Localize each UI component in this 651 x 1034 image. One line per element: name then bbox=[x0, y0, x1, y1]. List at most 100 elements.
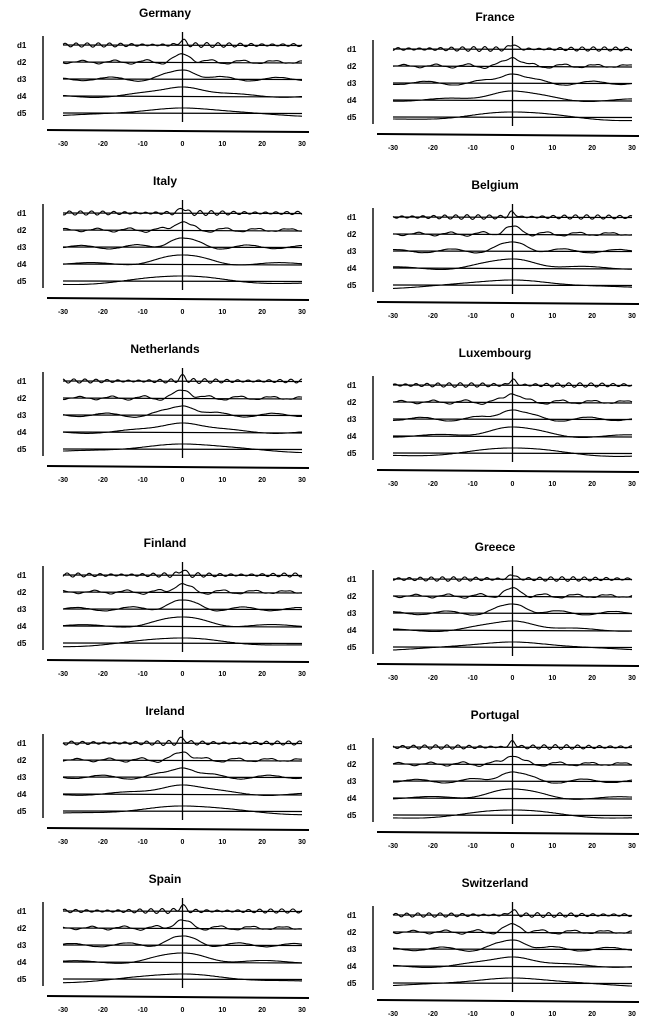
panel-title: France bbox=[475, 10, 515, 24]
x-tick-label: 30 bbox=[628, 843, 636, 850]
series-label-d4: d4 bbox=[17, 260, 27, 269]
panel-title: Luxembourg bbox=[458, 346, 532, 360]
x-tick-label: -30 bbox=[388, 145, 398, 152]
x-tick-label: 20 bbox=[588, 843, 596, 850]
series-label-d1: d1 bbox=[347, 575, 357, 584]
panel-title: Finland bbox=[143, 536, 187, 550]
x-tick-label: 20 bbox=[258, 309, 266, 316]
panel-ireland: Ireland d1 d2 d3 d4 d5 -30 -20 -10 0 10 20 30 bbox=[15, 704, 315, 854]
series-curve-d5 bbox=[393, 809, 632, 819]
x-tick-label: 30 bbox=[628, 1011, 636, 1018]
x-axis-line bbox=[376, 133, 640, 137]
series-baseline-d4 bbox=[392, 267, 633, 270]
x-tick-label: -30 bbox=[388, 843, 398, 850]
series-curve-d3 bbox=[62, 935, 303, 948]
series-baseline-d4 bbox=[62, 263, 303, 266]
series-curve-d4 bbox=[62, 86, 303, 98]
series-label-d2: d2 bbox=[17, 924, 27, 933]
series-curve-d3 bbox=[392, 73, 633, 86]
x-tick-label: -20 bbox=[428, 481, 438, 488]
series-label-d3: d3 bbox=[17, 605, 27, 614]
x-tick-label: 10 bbox=[548, 481, 556, 488]
x-tick-label: 0 bbox=[181, 671, 185, 678]
panel-title: Italy bbox=[152, 174, 177, 188]
x-axis-line bbox=[376, 663, 640, 667]
series-curve-d4 bbox=[62, 616, 303, 628]
series-baseline-d3 bbox=[392, 82, 633, 85]
panel-title: Ireland bbox=[145, 704, 185, 718]
x-tick-label: -10 bbox=[138, 477, 148, 484]
series-label-d3: d3 bbox=[347, 247, 357, 256]
x-axis-line bbox=[46, 827, 310, 831]
panel-switzerland: Switzerland d1 d2 d3 d4 d5 -30 -20 -10 0 10 20 30 bbox=[345, 876, 645, 1026]
series-curve-d5 bbox=[392, 641, 632, 651]
panel-title: Greece bbox=[474, 540, 516, 554]
x-tick-label: 20 bbox=[588, 145, 596, 152]
x-tick-label: 10 bbox=[218, 477, 226, 484]
panel-plot: d1 d2 d3 d4 d5 -30 -20 -10 0 10 20 30 bbox=[347, 204, 640, 320]
series-curve-d4 bbox=[392, 620, 632, 633]
x-tick-label: 0 bbox=[181, 477, 185, 484]
series-label-d3: d3 bbox=[347, 777, 357, 786]
series-curve-d1 bbox=[62, 373, 303, 384]
panel-plot: d1 d2 d3 d4 d5 -30 -20 -10 0 10 20 30 bbox=[17, 898, 310, 1014]
x-tick-label: -10 bbox=[468, 1011, 478, 1018]
panel-greece: Greece d1 d2 d3 d4 d5 -30 -20 -10 0 10 20 30 bbox=[345, 540, 645, 690]
x-tick-label: 30 bbox=[298, 477, 306, 484]
x-tick-label: -30 bbox=[388, 313, 398, 320]
x-tick-label: -10 bbox=[138, 309, 148, 316]
panel-title: Switzerland bbox=[461, 876, 529, 890]
x-tick-label: 10 bbox=[218, 1007, 226, 1014]
x-tick-label: 0 bbox=[511, 675, 515, 682]
series-baseline-d2 bbox=[392, 763, 633, 766]
panel-portugal: Portugal d1 d2 d3 d4 d5 -30 -20 -10 0 10 20 30 bbox=[345, 708, 645, 858]
x-tick-label: -10 bbox=[138, 1007, 148, 1014]
panel-title: Portugal bbox=[470, 708, 520, 722]
x-tick-label: -10 bbox=[138, 839, 148, 846]
x-tick-label: -20 bbox=[428, 145, 438, 152]
series-curve-d3 bbox=[392, 771, 633, 784]
x-tick-label: -20 bbox=[98, 141, 108, 148]
series-curve-d3 bbox=[62, 767, 303, 780]
series-label-d3: d3 bbox=[17, 941, 27, 950]
series-label-d5: d5 bbox=[347, 979, 357, 988]
series-label-d3: d3 bbox=[17, 773, 27, 782]
panel-plot: d1 d2 d3 d4 d5 -30 -20 -10 0 10 20 30 bbox=[347, 36, 640, 152]
series-baseline-d5 bbox=[392, 116, 633, 119]
x-tick-label: -30 bbox=[58, 141, 68, 148]
series-label-d4: d4 bbox=[17, 790, 27, 799]
series-curve-d1 bbox=[392, 739, 633, 750]
series-curve-d1 bbox=[62, 38, 303, 48]
x-tick-label: -20 bbox=[428, 313, 438, 320]
series-curve-d2 bbox=[62, 583, 302, 595]
series-baseline-d5 bbox=[62, 810, 303, 813]
series-label-d2: d2 bbox=[17, 226, 27, 235]
x-tick-label: -10 bbox=[468, 843, 478, 850]
x-tick-label: 20 bbox=[588, 313, 596, 320]
series-baseline-d1 bbox=[392, 914, 633, 917]
x-tick-label: -20 bbox=[428, 675, 438, 682]
series-curve-d1 bbox=[392, 378, 633, 388]
x-tick-label: 30 bbox=[298, 839, 306, 846]
series-curve-d1 bbox=[392, 909, 633, 918]
series-curve-d2 bbox=[392, 587, 633, 599]
series-label-d4: d4 bbox=[347, 626, 357, 635]
series-label-d5: d5 bbox=[347, 281, 357, 290]
series-label-d1: d1 bbox=[347, 911, 357, 920]
series-curve-d1 bbox=[62, 207, 303, 217]
x-tick-label: -30 bbox=[388, 1011, 398, 1018]
x-tick-label: -10 bbox=[468, 313, 478, 320]
series-label-d3: d3 bbox=[17, 411, 27, 420]
series-baseline-d3 bbox=[392, 250, 633, 253]
series-label-d3: d3 bbox=[347, 415, 357, 424]
series-curve-d5 bbox=[393, 447, 632, 457]
series-baseline-d1 bbox=[392, 384, 633, 387]
series-label-d4: d4 bbox=[17, 428, 27, 437]
series-label-d1: d1 bbox=[17, 377, 27, 386]
x-tick-label: -30 bbox=[58, 309, 68, 316]
panel-italy: Italy d1 d2 d3 d4 d5 -30 -20 -10 0 10 20 30 bbox=[15, 174, 315, 324]
series-curve-d2 bbox=[62, 389, 303, 401]
series-label-d4: d4 bbox=[17, 622, 27, 631]
x-tick-label: 0 bbox=[181, 141, 185, 148]
